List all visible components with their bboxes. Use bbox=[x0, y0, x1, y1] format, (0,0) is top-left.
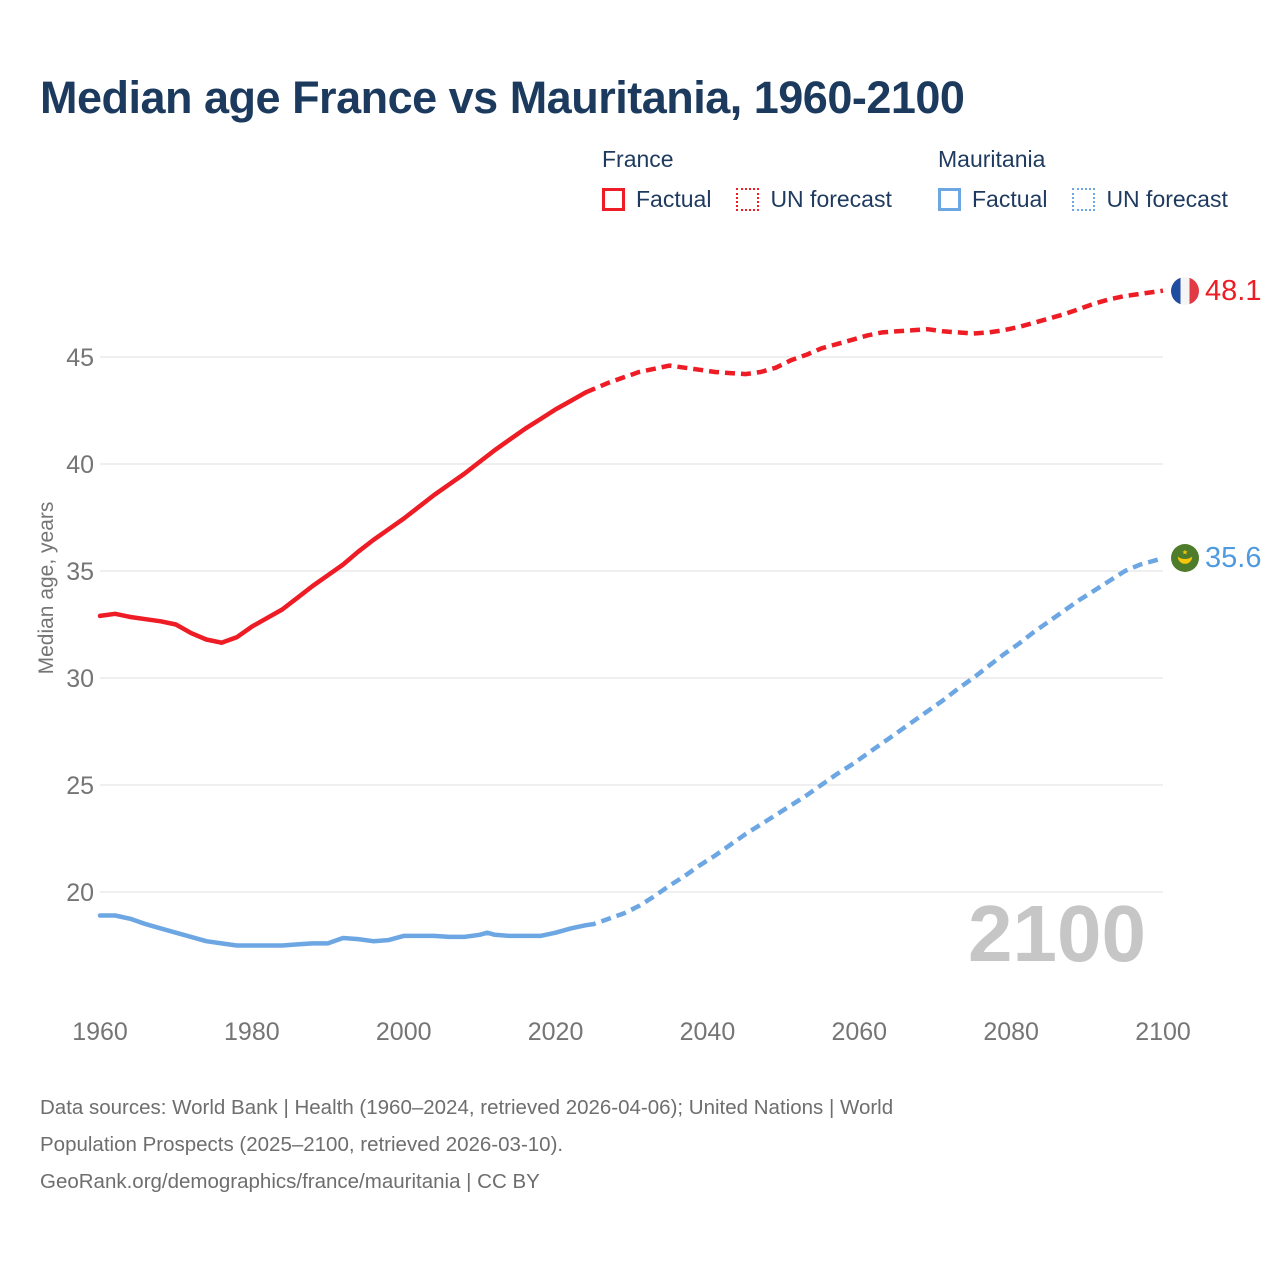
france-forecast-swatch-icon bbox=[736, 188, 760, 211]
y-tick-label-45: 45 bbox=[66, 344, 94, 372]
legend-group-mauritania: Mauritania Factual UN forecast bbox=[938, 146, 1228, 213]
footer-sources: Data sources: World Bank | Health (1960–… bbox=[40, 1089, 1200, 1200]
legend-row-france: Factual UN forecast bbox=[602, 186, 892, 213]
footer-line-2: Population Prospects (2025–2100, retriev… bbox=[40, 1133, 564, 1156]
page-title: Median age France vs Mauritania, 1960-21… bbox=[40, 72, 965, 123]
y-tick-label-35: 35 bbox=[66, 558, 94, 586]
y-axis-title: Median age, years bbox=[35, 501, 58, 675]
series-france-un-forecast bbox=[585, 288, 1164, 395]
mauritania-forecast-label: UN forecast bbox=[1106, 186, 1228, 212]
france-end-value: 48.1 bbox=[1205, 275, 1262, 307]
y-tick-label-30: 30 bbox=[66, 665, 94, 693]
series-mauritania-factual bbox=[97, 913, 589, 948]
x-tick-label-1960: 1960 bbox=[72, 1018, 128, 1046]
mauritania-flag-icon bbox=[1171, 544, 1199, 572]
series-france-factual bbox=[97, 390, 589, 645]
legend-country-mauritania: Mauritania bbox=[938, 146, 1046, 172]
mauritania-forecast-swatch-icon bbox=[1072, 188, 1096, 211]
x-tick-label-2060: 2060 bbox=[831, 1018, 887, 1046]
y-tick-label-40: 40 bbox=[66, 451, 94, 479]
france-factual-label: Factual bbox=[636, 186, 712, 212]
series-mauritania-un-forecast bbox=[585, 556, 1164, 928]
legend-country-france: France bbox=[602, 146, 674, 172]
france-flag-icon bbox=[1171, 277, 1199, 305]
x-tick-label-2100: 2100 bbox=[1135, 1018, 1191, 1046]
x-tick-label-2040: 2040 bbox=[680, 1018, 736, 1046]
france-forecast-label: UN forecast bbox=[770, 186, 892, 212]
mauritania-end-value: 35.6 bbox=[1205, 542, 1262, 574]
france-factual-swatch-icon bbox=[602, 188, 625, 211]
x-tick-label-2000: 2000 bbox=[376, 1018, 432, 1046]
mauritania-factual-swatch-icon bbox=[938, 188, 961, 211]
footer-line-1: Data sources: World Bank | Health (1960–… bbox=[40, 1096, 894, 1119]
legend-group-france: France Factual UN forecast bbox=[602, 146, 892, 213]
x-tick-label-2080: 2080 bbox=[983, 1018, 1039, 1046]
footer-line-3: GeoRank.org/demographics/france/mauritan… bbox=[40, 1170, 540, 1193]
x-tick-label-2020: 2020 bbox=[528, 1018, 584, 1046]
x-tick-label-1980: 1980 bbox=[224, 1018, 280, 1046]
legend-row-mauritania: Factual UN forecast bbox=[938, 186, 1228, 213]
mauritania-factual-label: Factual bbox=[972, 186, 1048, 212]
mauritania-flag-graphic bbox=[1171, 544, 1199, 572]
y-tick-label-20: 20 bbox=[66, 879, 94, 907]
y-tick-label-25: 25 bbox=[66, 772, 94, 800]
watermark-year: 2100 bbox=[968, 889, 1146, 978]
